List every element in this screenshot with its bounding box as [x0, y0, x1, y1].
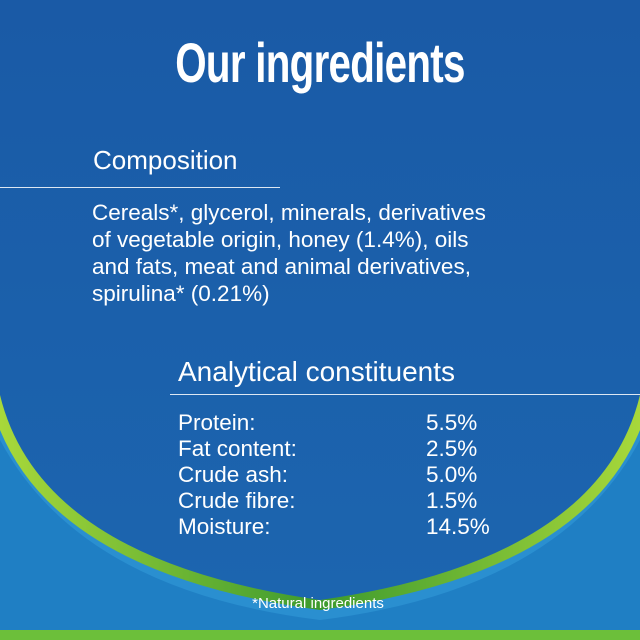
constituent-value: 5.0%: [426, 462, 478, 487]
constituent-name: Crude ash:: [178, 462, 289, 487]
constituent-name: Moisture:: [178, 514, 271, 539]
composition-line: and fats, meat and animal derivatives,: [92, 254, 471, 279]
constituent-value: 2.5%: [426, 436, 478, 461]
composition-line: Cereals*, glycerol, minerals, derivative…: [92, 200, 486, 225]
divider: [0, 187, 280, 188]
constituent-value: 5.5%: [426, 410, 478, 435]
constituent-value: 1.5%: [426, 488, 478, 513]
title: Our ingredients: [175, 31, 465, 94]
composition-line: spirulina* (0.21%): [92, 281, 270, 306]
constituent-name: Crude fibre:: [178, 488, 296, 513]
constituent-name: Protein:: [178, 410, 256, 435]
constituent-name: Fat content:: [178, 436, 297, 461]
footnote: *Natural ingredients: [252, 595, 384, 612]
constituent-value: 14.5%: [426, 514, 490, 539]
composition-heading: Composition: [93, 145, 238, 175]
divider: [170, 394, 640, 395]
composition-line: of vegetable origin, honey (1.4%), oils: [92, 227, 469, 252]
analytical-heading: Analytical constituents: [178, 356, 456, 387]
